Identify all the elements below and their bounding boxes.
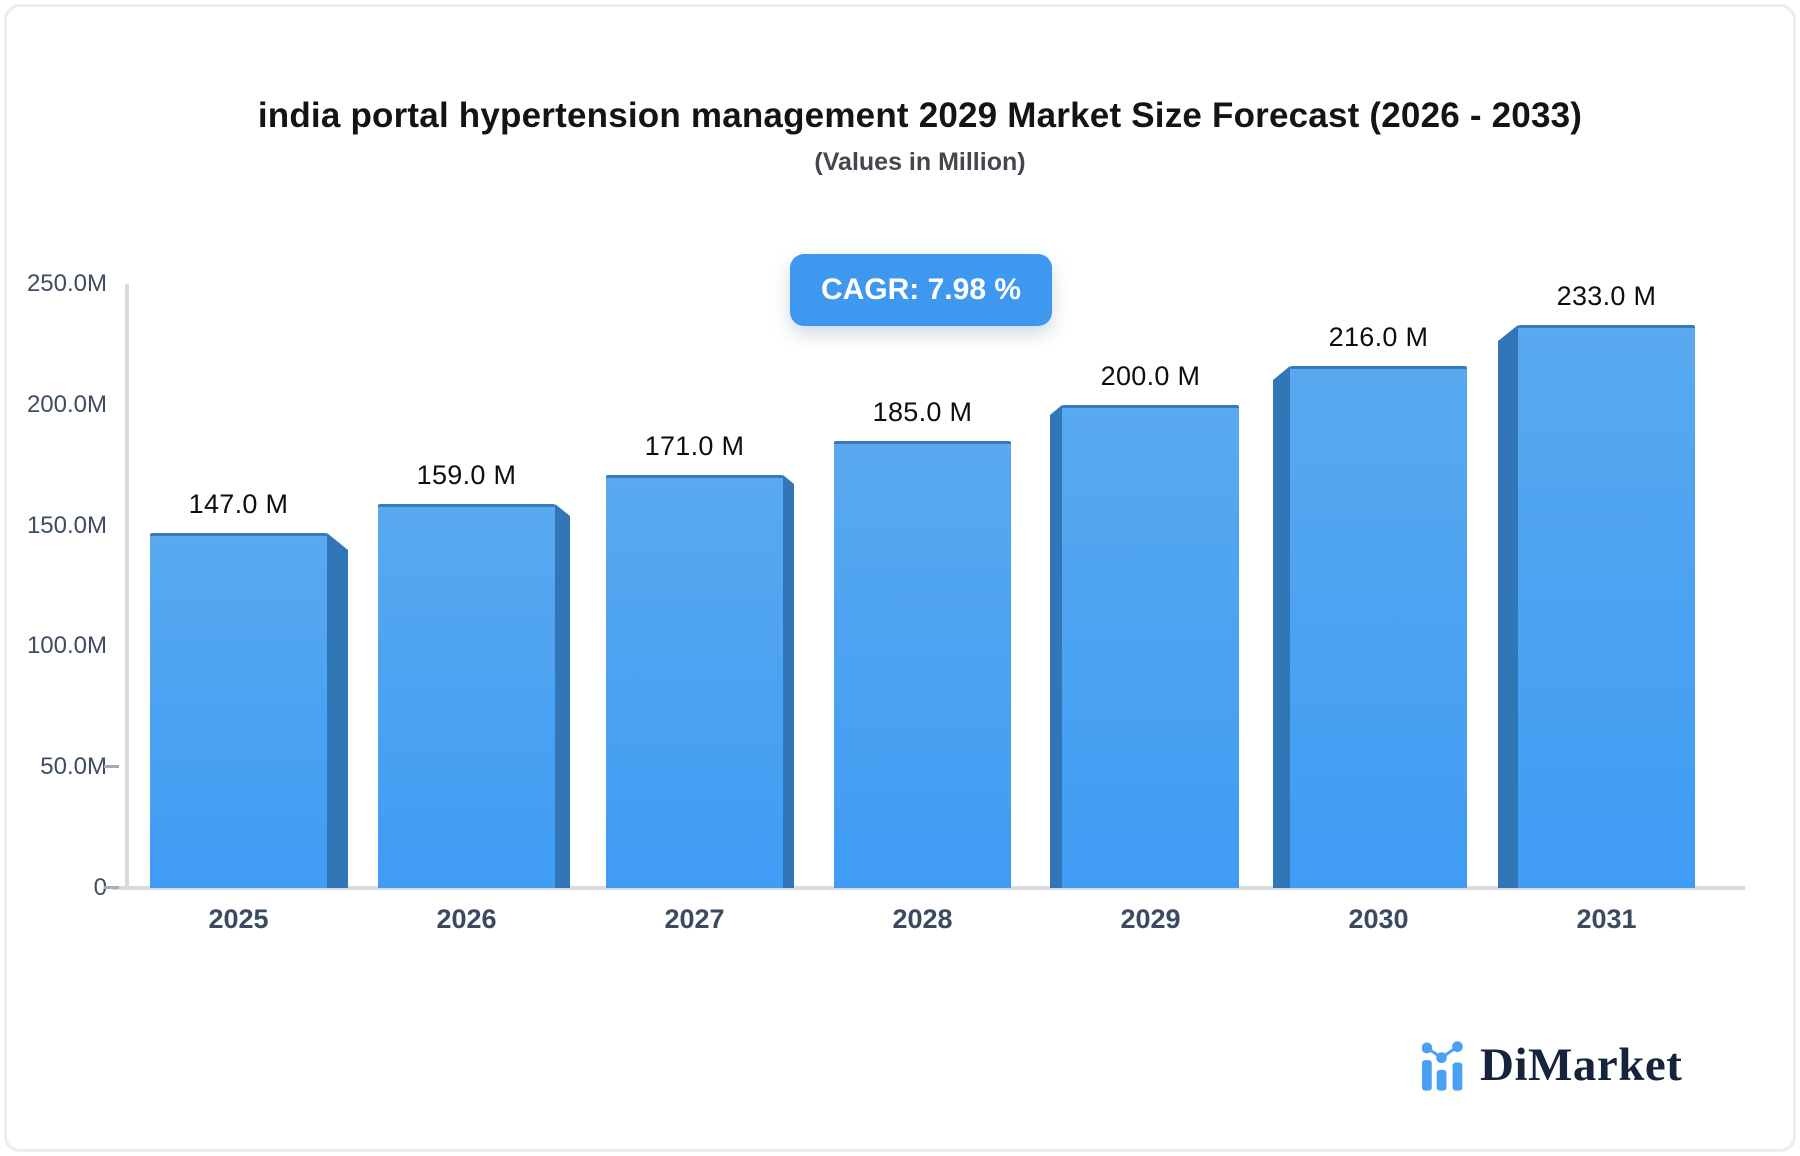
bar-value-label: 216.0 M	[1328, 322, 1429, 352]
bar-value-label: 147.0 M	[188, 489, 289, 519]
bar-side-panel	[327, 533, 348, 888]
x-axis-line	[112, 886, 1745, 890]
bar[interactable]	[150, 533, 327, 888]
bar[interactable]	[378, 504, 555, 888]
bar-value-label: 185.0 M	[872, 397, 973, 427]
y-axis-label: 50.0M	[40, 753, 107, 781]
x-axis-label: 2028	[892, 904, 953, 934]
bar[interactable]	[1290, 366, 1467, 888]
bar-side-panel	[555, 504, 570, 888]
bar-value-label: 171.0 M	[644, 431, 745, 461]
y-axis-tick	[104, 765, 119, 769]
bar-value-label: 200.0 M	[1100, 361, 1201, 391]
bar-value-label: 233.0 M	[1556, 281, 1657, 311]
bar[interactable]	[834, 441, 1011, 888]
chart-subtitle: (Values in Million)	[814, 148, 1026, 176]
bar[interactable]	[606, 475, 783, 888]
bar-side-panel	[1273, 366, 1290, 888]
y-axis-label: 250.0M	[26, 270, 107, 297]
y-axis-line	[125, 284, 129, 890]
bar-side-panel	[783, 475, 794, 888]
bar-side-panel	[1498, 325, 1518, 888]
brand-logo: DiMarket	[1422, 1038, 1682, 1092]
bar-group: 233.0 M	[1498, 281, 1695, 888]
cagr-badge: CAGR: 7.98 %	[790, 254, 1052, 326]
bar-side-panel	[1050, 405, 1062, 888]
logo-text: DiMarket	[1480, 1039, 1683, 1091]
bar[interactable]	[1518, 325, 1695, 888]
x-axis-label: 2031	[1576, 904, 1637, 934]
bar-value-label: 159.0 M	[416, 460, 517, 490]
bar[interactable]	[1062, 405, 1239, 888]
x-axis-label: 2027	[664, 904, 725, 934]
y-axis-label: 100.0M	[26, 632, 107, 660]
x-axis-label: 2025	[208, 904, 269, 934]
bar-group: 185.0 M	[834, 397, 1011, 888]
y-axis-label: 0	[93, 874, 107, 901]
y-axis-tick	[104, 886, 119, 889]
bar-group: 159.0 M	[378, 460, 570, 888]
chart-title: india portal hypertension management 202…	[257, 96, 1583, 135]
x-axis-label: 2026	[436, 904, 497, 934]
x-axis-label: 2030	[1348, 904, 1409, 934]
logo-bar-chart-icon	[1422, 1041, 1463, 1091]
y-axis-label: 150.0M	[26, 511, 107, 539]
bar-group: 200.0 M	[1050, 361, 1239, 888]
bar-group: 216.0 M	[1273, 322, 1467, 888]
bar-group: 147.0 M	[150, 489, 348, 888]
bar-group: 171.0 M	[606, 431, 794, 888]
x-axis-label: 2029	[1120, 904, 1181, 934]
y-axis-label: 200.0M	[26, 390, 107, 418]
